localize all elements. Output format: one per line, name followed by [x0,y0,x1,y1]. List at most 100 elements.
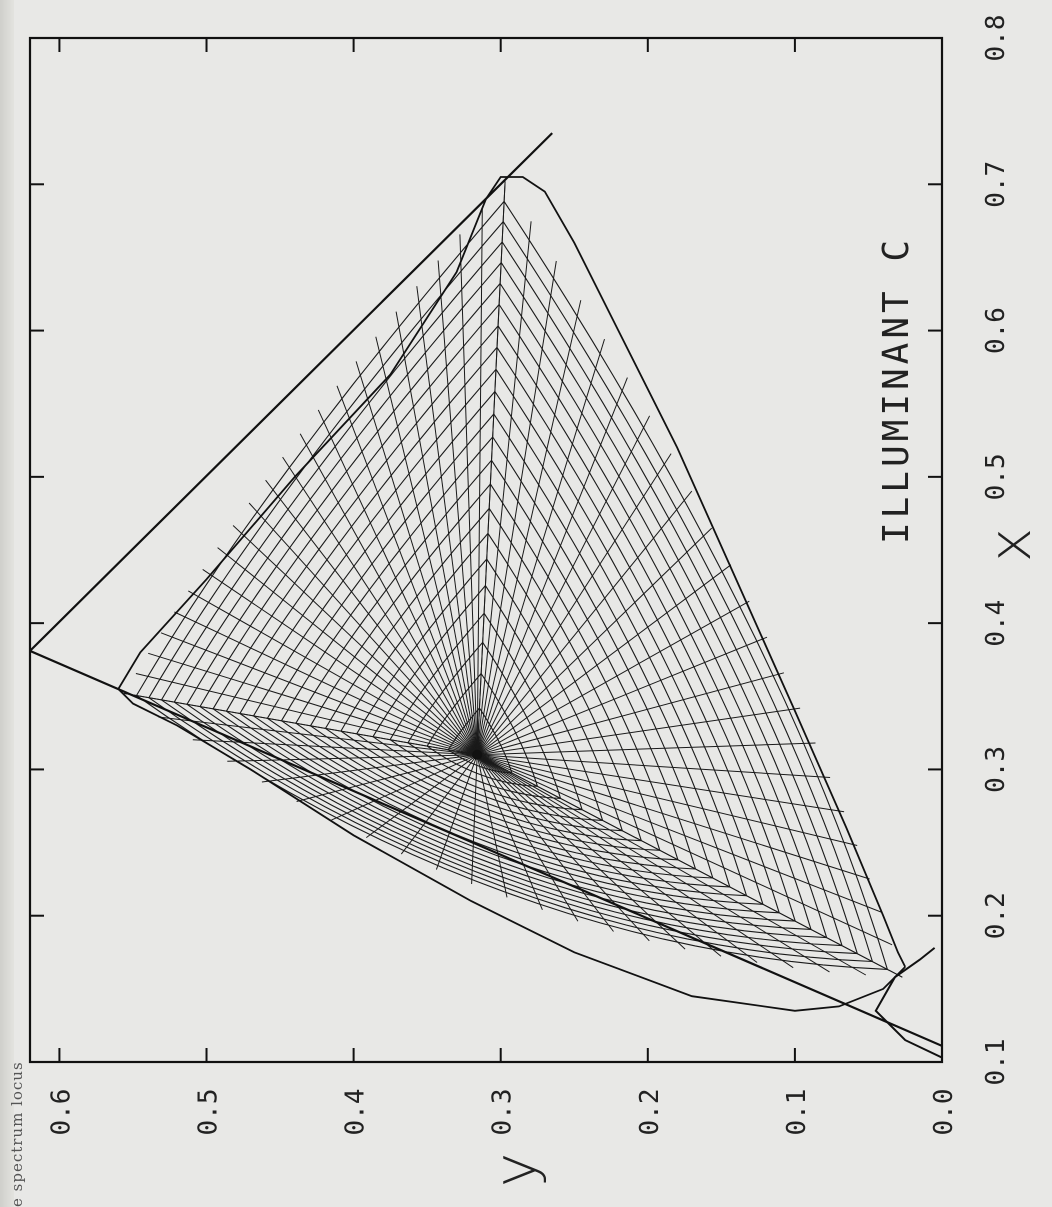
grid-radial [476,754,893,946]
triangle-boundary [30,132,942,1047]
illuminant-annotation: ILLUMINANT C [876,236,917,544]
grid-radial [477,742,816,756]
grid-radial [227,754,478,762]
grid-radial [476,300,582,755]
grid-radial [477,754,845,813]
grid-radial [416,286,478,755]
grid-radial [476,754,830,973]
grid-radial [471,754,478,885]
x-tick-label: 0.6 [981,307,1011,354]
grid-radial [477,754,882,913]
grid-locus [503,201,888,970]
grid-radial [476,490,693,756]
spectrum-locus [874,947,942,1059]
grid-radial [135,673,478,756]
grid-radial [476,338,605,755]
grid-radial [124,692,478,756]
grid-radial [477,672,785,756]
y-axis-label: y [481,1153,549,1187]
grid-radial [148,652,478,756]
grid-radial [476,415,651,756]
grid-radial [336,385,478,755]
grid-radial [476,208,483,755]
grid-locus [253,391,496,717]
grid-radial [476,754,686,950]
grid-radial [477,754,831,778]
grid-radial [477,754,858,846]
grid-radial [476,754,508,898]
grid-radial [476,754,650,942]
grid-radial [476,754,758,963]
grid-locus [501,241,858,954]
grid-radial [202,568,478,756]
x-tick-label: 0.8 [981,15,1011,62]
grid-locus [310,483,491,727]
grid-radial [476,600,750,756]
grid-radial [476,260,557,755]
x-tick-label: 0.1 [981,1039,1011,1086]
axis-labels: x y ILLUMINANT C [481,236,1044,1187]
grid-radial [459,234,478,755]
grid-radial [375,336,478,755]
grid-radial [395,311,478,755]
book-spine: e spectrum locus [0,0,26,1207]
grid-radial [476,754,614,932]
grid-radial [366,754,478,839]
grid-radial [476,221,532,755]
grid-locus [173,701,843,947]
grid-radial [232,525,478,756]
grid-radial [476,754,579,922]
grid-locus [497,325,796,922]
grid-radial [248,502,478,756]
x-tick-label: 0.5 [981,453,1011,500]
grid-radial [265,479,478,756]
x-axis-label: x [976,528,1044,562]
grid-radial [299,433,478,756]
white-point-marker [472,749,483,760]
grid-radial [476,527,713,756]
y-tick-label: 0.5 [194,1089,224,1136]
y-tick-label: 0.0 [929,1089,959,1136]
grid-locus [199,706,812,930]
grid-radial [355,361,478,755]
grid-locus [212,325,499,710]
grid-radial [188,590,478,756]
grid-radial [476,453,672,756]
grid-locus [186,283,501,705]
x-tick-label: 0.2 [981,892,1011,939]
grid-locus [226,710,780,914]
grid-radial [476,754,722,957]
grid-radial [282,456,478,756]
x-tick-label: 0.7 [981,161,1011,208]
grid-radial [477,754,870,880]
gamut-grid-mesh [30,132,942,1059]
grid-locus [502,221,873,962]
grid-locus [136,695,888,970]
grid-radial [217,547,478,756]
grid-radial [296,754,478,802]
grid-radial [437,260,478,755]
y-tick-label: 0.1 [782,1089,812,1136]
grid-radial [476,181,506,755]
grid-radial [476,754,794,969]
grid-radial [261,754,478,783]
grid-locus [199,304,500,707]
grid-radial [331,754,478,821]
grid-radial [476,564,732,756]
grid-radial [317,409,478,756]
plot-frame [28,36,944,1064]
grid-radial [158,716,478,756]
grid-radial [174,611,478,756]
gamut-outline [117,176,907,1012]
x-tick-label: 0.3 [981,746,1011,793]
grid-radial [476,754,543,910]
grid-radial [476,377,628,755]
y-tick-label: 0.3 [488,1089,518,1136]
grid-radial [476,754,867,976]
grid-radial [400,754,478,855]
grid-radial [160,632,478,756]
grid-locus [225,347,498,712]
grid-radial [477,707,801,756]
